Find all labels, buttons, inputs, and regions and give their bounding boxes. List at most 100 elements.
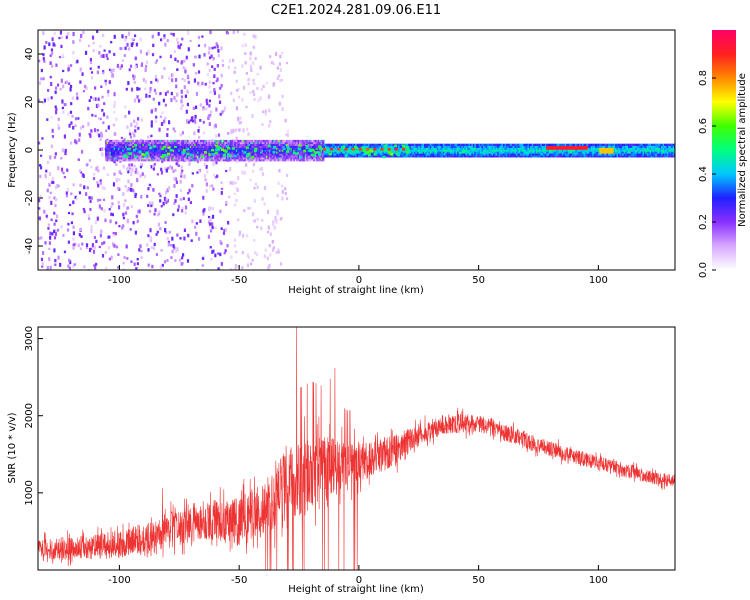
noise-cell [159, 265, 163, 269]
band-cell [541, 145, 545, 148]
band-cell [130, 159, 134, 162]
band-cell [192, 159, 196, 162]
band-cell [133, 139, 137, 143]
noise-cell [83, 265, 86, 269]
band-cell [119, 151, 122, 154]
band-cell [403, 147, 407, 150]
band-cell [185, 159, 188, 162]
band-cell [485, 155, 489, 158]
noise-cell [198, 169, 201, 173]
band-cell [583, 149, 586, 152]
noise-cell [272, 82, 275, 87]
band-cell [577, 149, 581, 152]
noise-cell [134, 125, 137, 128]
noise-cell [124, 211, 128, 215]
noise-cell [77, 243, 80, 248]
band-cell [336, 143, 339, 146]
noise-cell [95, 103, 99, 109]
noise-cell [160, 204, 163, 208]
noise-cell [118, 225, 121, 228]
band-cell [357, 151, 361, 154]
band-cell [195, 147, 198, 150]
band-cell [227, 139, 230, 143]
band-cell [432, 155, 436, 158]
band-cell [238, 157, 242, 160]
hot-cell [316, 151, 320, 154]
band-cell [168, 149, 171, 152]
noise-cell [226, 31, 229, 35]
band-cell [333, 143, 336, 146]
band-cell [646, 145, 650, 148]
noise-cell [152, 188, 155, 192]
band-cell [580, 149, 584, 152]
band-cell [222, 157, 226, 160]
noise-cell [112, 182, 116, 187]
band-cell [290, 157, 293, 160]
noise-cell [224, 227, 227, 232]
noise-cell [216, 63, 219, 68]
noise-cell [154, 208, 157, 212]
noise-cell [122, 192, 125, 197]
band-cell [175, 149, 178, 152]
band-cell [643, 155, 647, 158]
band-cell [194, 145, 197, 148]
hot-cell [367, 153, 371, 157]
band-cell [403, 153, 407, 156]
band-cell [630, 153, 634, 156]
band-cell [227, 151, 230, 154]
band-cell [416, 143, 420, 146]
band-cell [461, 155, 464, 158]
band-cell [547, 153, 550, 156]
noise-cell [160, 167, 163, 172]
noise-cell [150, 165, 153, 169]
hot-cell [165, 154, 169, 158]
band-cell [199, 159, 203, 162]
band-cell [468, 147, 471, 150]
noise-cell [63, 175, 66, 179]
band-cell [119, 149, 122, 152]
band-cell [505, 151, 509, 154]
band-cell [459, 149, 463, 152]
band-cell [495, 155, 499, 158]
noise-cell [191, 219, 194, 224]
band-cell [319, 159, 322, 162]
band-cell [304, 143, 308, 146]
noise-cell [170, 256, 173, 259]
band-cell [508, 147, 512, 150]
noise-cell [48, 42, 51, 47]
band-cell [413, 147, 417, 150]
noise-cell [66, 168, 69, 172]
noise-cell [92, 41, 95, 45]
noise-cell [146, 243, 149, 247]
band-cell [155, 139, 158, 143]
band-cell [284, 149, 288, 152]
noise-cell [53, 211, 56, 215]
band-cell [533, 147, 536, 150]
band-cell [530, 153, 533, 156]
band-cell [597, 151, 601, 154]
band-cell [661, 149, 664, 152]
noise-cell [54, 185, 58, 190]
band-cell [475, 153, 479, 156]
band-cell [477, 147, 480, 150]
noise-cell [173, 96, 176, 100]
band-cell [584, 149, 588, 152]
band-cell [168, 155, 171, 158]
band-cell [379, 145, 382, 148]
band-cell [389, 143, 392, 146]
noise-cell [203, 162, 206, 167]
band-cell [551, 153, 555, 156]
band-cell [148, 155, 151, 158]
hot-cell [224, 150, 228, 153]
band-cell [449, 149, 453, 152]
band-cell [142, 139, 145, 143]
band-cell [132, 153, 135, 156]
band-cell [161, 159, 164, 162]
noise-cell [225, 200, 228, 205]
band-cell [145, 157, 148, 160]
band-cell [270, 155, 273, 158]
noise-cell [102, 33, 105, 38]
band-cell [274, 141, 277, 145]
band-cell [415, 147, 418, 150]
